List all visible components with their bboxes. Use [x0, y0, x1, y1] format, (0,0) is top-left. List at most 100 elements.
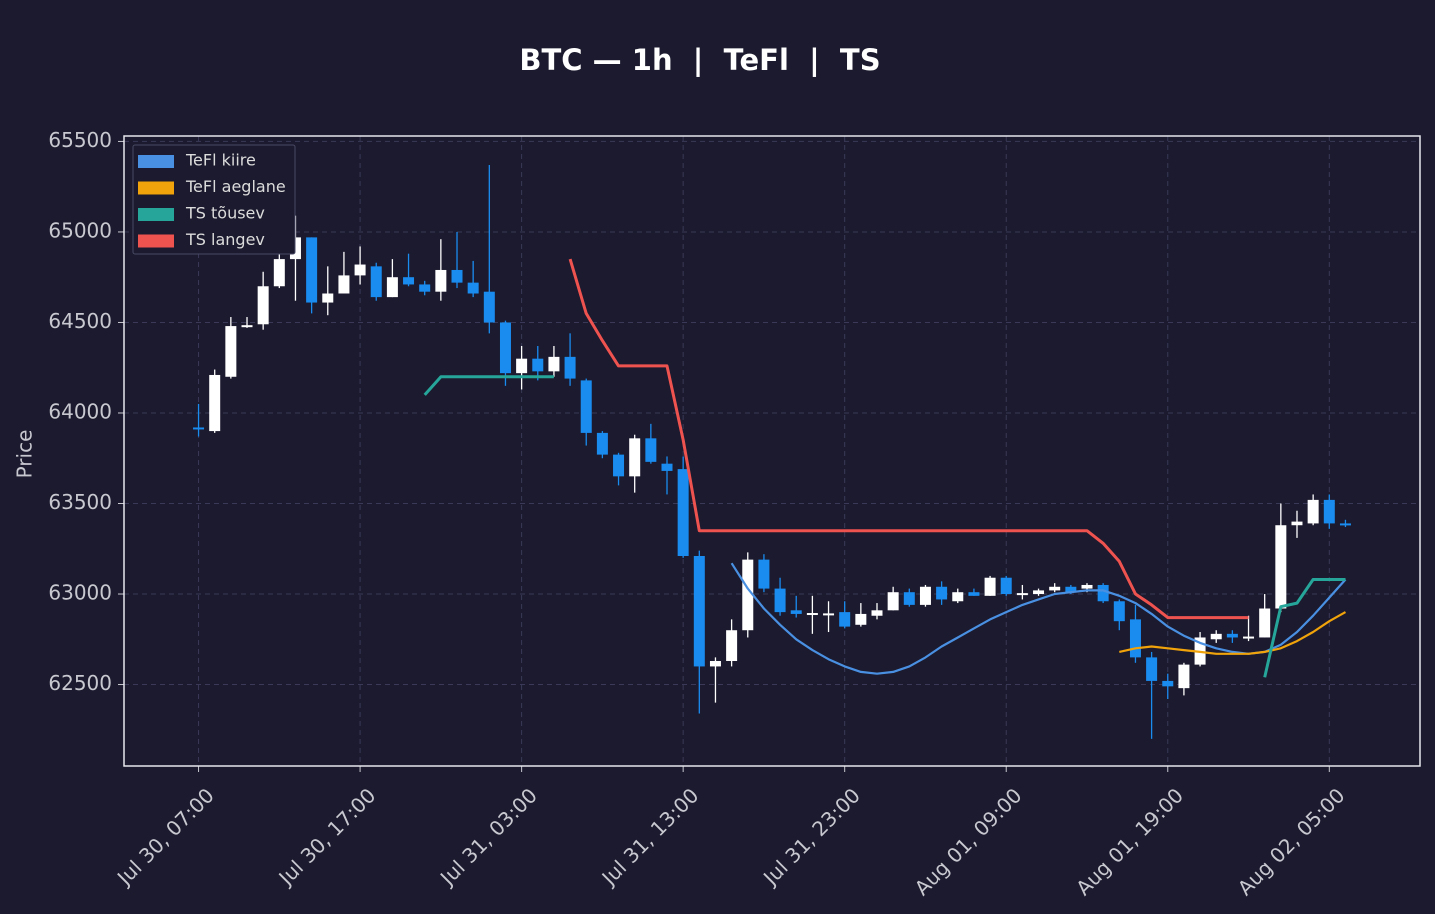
legend-label: TS tõusev: [185, 204, 265, 223]
candle-body: [564, 356, 576, 379]
y-axis-label: Price: [13, 430, 37, 479]
candle-body: [936, 586, 948, 600]
candle-body: [661, 463, 673, 471]
candle-body: [370, 266, 382, 298]
candle-body: [467, 282, 479, 294]
candle-body: [742, 559, 754, 631]
candle-body: [645, 438, 657, 462]
legend-label: TeFl aeglane: [185, 177, 286, 196]
candle-body: [693, 556, 705, 667]
candle-body: [499, 322, 511, 374]
candle-body: [1259, 608, 1271, 638]
candle-body: [1081, 584, 1093, 589]
candle-body: [919, 586, 931, 605]
candle-body: [338, 275, 350, 294]
candle-body: [790, 610, 802, 614]
candle-body: [629, 438, 641, 477]
candle-body: [855, 613, 867, 625]
candle-body: [419, 284, 431, 292]
candle-body: [1275, 525, 1287, 609]
y-tick-label: 64500: [48, 309, 112, 333]
y-tick-label: 63500: [48, 490, 112, 514]
candle-body: [1033, 590, 1045, 595]
candle-body: [677, 469, 689, 556]
x-tick-label: Jul 30, 07:00: [111, 783, 219, 891]
candle-body: [839, 612, 851, 627]
candle-body: [306, 237, 318, 303]
x-tick-label: Jul 31, 23:00: [757, 783, 865, 891]
legend-swatch: [138, 234, 174, 248]
candle-body: [1097, 584, 1109, 602]
candle-body: [984, 577, 996, 596]
legend-swatch: [138, 155, 174, 168]
candle-body: [386, 277, 398, 298]
candle-body: [1210, 633, 1222, 640]
candle-body: [968, 592, 980, 596]
candle-body: [1178, 664, 1190, 689]
candle-body: [887, 592, 899, 611]
candle-body: [225, 326, 237, 377]
series-line: [1119, 611, 1347, 655]
candle-body: [548, 356, 560, 372]
candle-body: [1000, 577, 1012, 595]
y-tick-label: 65500: [48, 128, 112, 152]
x-tick-label: Aug 01, 09:00: [910, 783, 1027, 900]
candle-body: [322, 293, 334, 303]
legend-swatch: [138, 208, 174, 221]
plot-frame: [123, 135, 1421, 767]
candle-body: [1323, 499, 1335, 524]
candle-body: [758, 559, 770, 589]
x-tick-label: Jul 31, 13:00: [596, 783, 704, 891]
candle-body: [354, 264, 366, 276]
candle-body: [451, 269, 463, 283]
series-line: [568, 258, 1249, 620]
candle-body: [403, 277, 415, 285]
candle-body: [903, 592, 915, 605]
candle-body: [1129, 619, 1141, 658]
candle-body: [241, 325, 253, 328]
y-tick-label: 65000: [48, 218, 112, 242]
series-line: [730, 562, 1347, 675]
candle-body: [806, 613, 818, 616]
candle-body: [1162, 680, 1174, 687]
x-tick-label: Aug 01, 19:00: [1071, 783, 1188, 900]
candle-body: [193, 427, 205, 430]
candle-body: [1016, 593, 1028, 596]
candle-body: [1339, 523, 1351, 526]
candle-body: [823, 613, 835, 616]
legend-label: TS langev: [185, 230, 265, 249]
candle-body: [709, 661, 721, 667]
candle-body: [774, 588, 786, 613]
candle-body: [1226, 633, 1238, 638]
y-tick-label: 64000: [48, 399, 112, 423]
y-tick-label: 63000: [48, 581, 112, 605]
candle-body: [435, 269, 447, 292]
x-tick-label: Aug 02, 05:00: [1233, 783, 1350, 900]
x-tick-label: Jul 30, 17:00: [273, 783, 381, 891]
candle-body: [580, 380, 592, 433]
candle-body: [726, 630, 738, 661]
candle-body: [952, 592, 964, 602]
candle-body: [1049, 586, 1061, 591]
candle-body: [257, 286, 269, 325]
chart-title: BTC — 1h | TeFl | TS: [519, 43, 880, 77]
candle-body: [1113, 601, 1125, 622]
candle-body: [1146, 657, 1158, 681]
candle-body: [273, 259, 285, 287]
candle-body: [532, 358, 544, 372]
candle-body: [596, 432, 608, 455]
candle-body: [1291, 521, 1303, 526]
candle-body: [1243, 636, 1255, 639]
candle-body: [483, 291, 495, 323]
y-tick-label: 62500: [48, 671, 112, 695]
x-tick-label: Jul 31, 03:00: [434, 783, 542, 891]
candle-body: [209, 374, 221, 432]
legend-box: [132, 144, 296, 255]
candle-body: [613, 454, 625, 477]
legend-swatch: [138, 181, 174, 195]
legend-label: TeFl kiire: [185, 151, 256, 170]
series-line: [423, 375, 1346, 678]
candle-body: [871, 610, 883, 616]
